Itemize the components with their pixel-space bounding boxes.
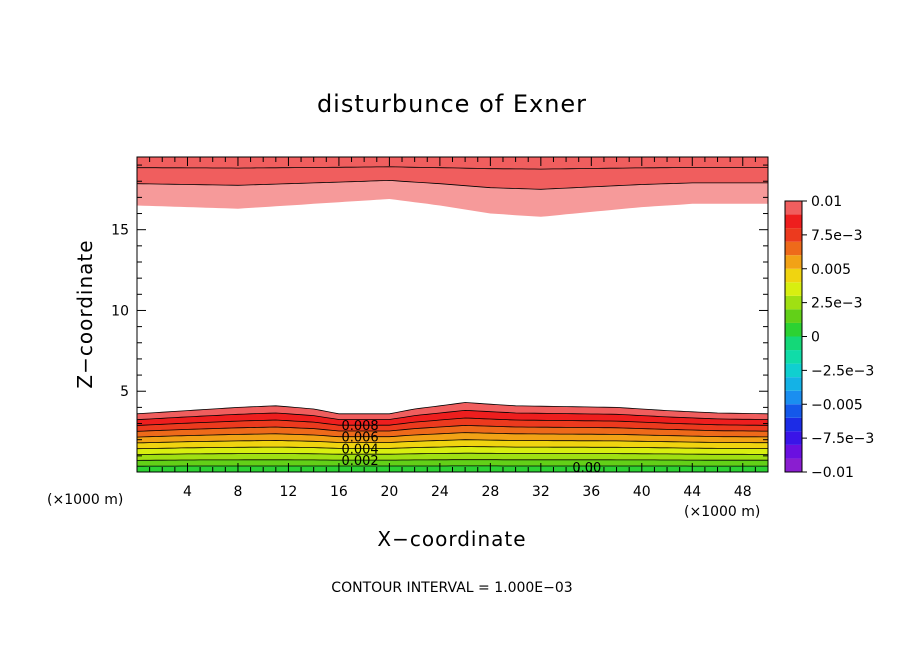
bottom-contour-7	[136, 424, 768, 432]
colorbar-swatch	[785, 309, 802, 323]
colorbar-swatch	[785, 404, 802, 418]
y-tick-label: 10	[111, 303, 129, 319]
contour-label: 0.002	[341, 454, 378, 469]
colorbar-swatch	[785, 255, 802, 269]
bottom-contour-3	[136, 452, 768, 455]
colorbar-label: −7.5e−3	[811, 431, 874, 447]
x-tick-label: 44	[683, 484, 701, 500]
colorbar-swatch	[785, 214, 802, 229]
colorbar-swatch	[785, 417, 802, 432]
colorbar-label: −2.5e−3	[811, 363, 874, 379]
y-tick-label: 15	[111, 223, 129, 239]
contour-label: 0.00	[572, 461, 601, 476]
x-tick-label: 16	[330, 484, 348, 500]
contour-label: 0.004	[341, 442, 378, 457]
y-tick-label: 5	[120, 384, 129, 400]
y-axis-label: Z−coordinate	[73, 239, 97, 388]
x-tick-label: 40	[633, 484, 651, 500]
contour-label: 0.006	[341, 431, 378, 446]
colorbar-swatch	[785, 322, 802, 337]
x-unit-left: (×1000 m)	[47, 492, 123, 508]
x-axis-label: X−coordinate	[377, 527, 526, 551]
colorbar-swatch	[785, 268, 802, 283]
top-contour-1	[137, 166, 768, 170]
colorbar-swatch	[785, 241, 802, 256]
x-tick-label: 8	[233, 484, 242, 500]
bottom-contour-10	[136, 402, 769, 415]
x-unit-right: (×1000 m)	[684, 504, 760, 520]
colorbar-swatch	[785, 282, 802, 296]
x-tick-label: 12	[280, 484, 298, 500]
colorbar-swatch	[785, 363, 802, 378]
chart-title: disturbunce of Exner	[317, 90, 587, 118]
colorbar-label: 0.005	[811, 262, 851, 278]
bottom-contour-9	[136, 409, 769, 421]
colorbar-label: 0	[811, 330, 820, 346]
x-tick-label: 28	[481, 484, 499, 500]
x-tick-label: 4	[183, 484, 192, 500]
x-tick-label: 24	[431, 484, 449, 500]
bottom-contour-4	[136, 446, 768, 450]
colorbar-swatch	[785, 201, 802, 215]
contour-label: 0.008	[341, 419, 378, 434]
colorbar-swatch	[785, 350, 802, 364]
top-contour-0	[136, 179, 768, 190]
colorbar: 0.01 7.5e−3 0.005 2.5e−3 0 −2.5e−3 −0.005 −7.5e…	[784, 194, 874, 481]
top-band-2	[137, 157, 768, 170]
colorbar-swatch	[785, 377, 802, 391]
colorbar-swatch	[785, 444, 802, 459]
bottom-contour-8	[136, 417, 768, 426]
x-tick-label: 36	[582, 484, 600, 500]
colorbar-label: 7.5e−3	[811, 228, 863, 244]
x-tick-label: 48	[734, 484, 752, 500]
x-tick-label: 20	[380, 484, 398, 500]
colorbar-label: −0.005	[811, 397, 863, 413]
bottom-contour-2	[136, 459, 768, 461]
colorbar-swatch	[785, 295, 802, 310]
colorbar-label: 2.5e−3	[811, 296, 863, 312]
colorbar-label: 0.01	[811, 194, 842, 210]
colorbar-swatch	[785, 336, 802, 351]
colorbar-swatch	[785, 458, 802, 472]
colorbar-label: −0.01	[811, 465, 854, 481]
contour-interval-note: CONTOUR INTERVAL = 1.000E−03	[331, 580, 572, 596]
colorbar-swatch	[785, 228, 802, 242]
bottom-contour-6	[136, 432, 768, 438]
bottom-contour-5	[136, 439, 768, 444]
colorbar-swatch	[785, 431, 802, 445]
colorbar-swatch	[785, 390, 802, 405]
x-tick-label: 32	[532, 484, 550, 500]
